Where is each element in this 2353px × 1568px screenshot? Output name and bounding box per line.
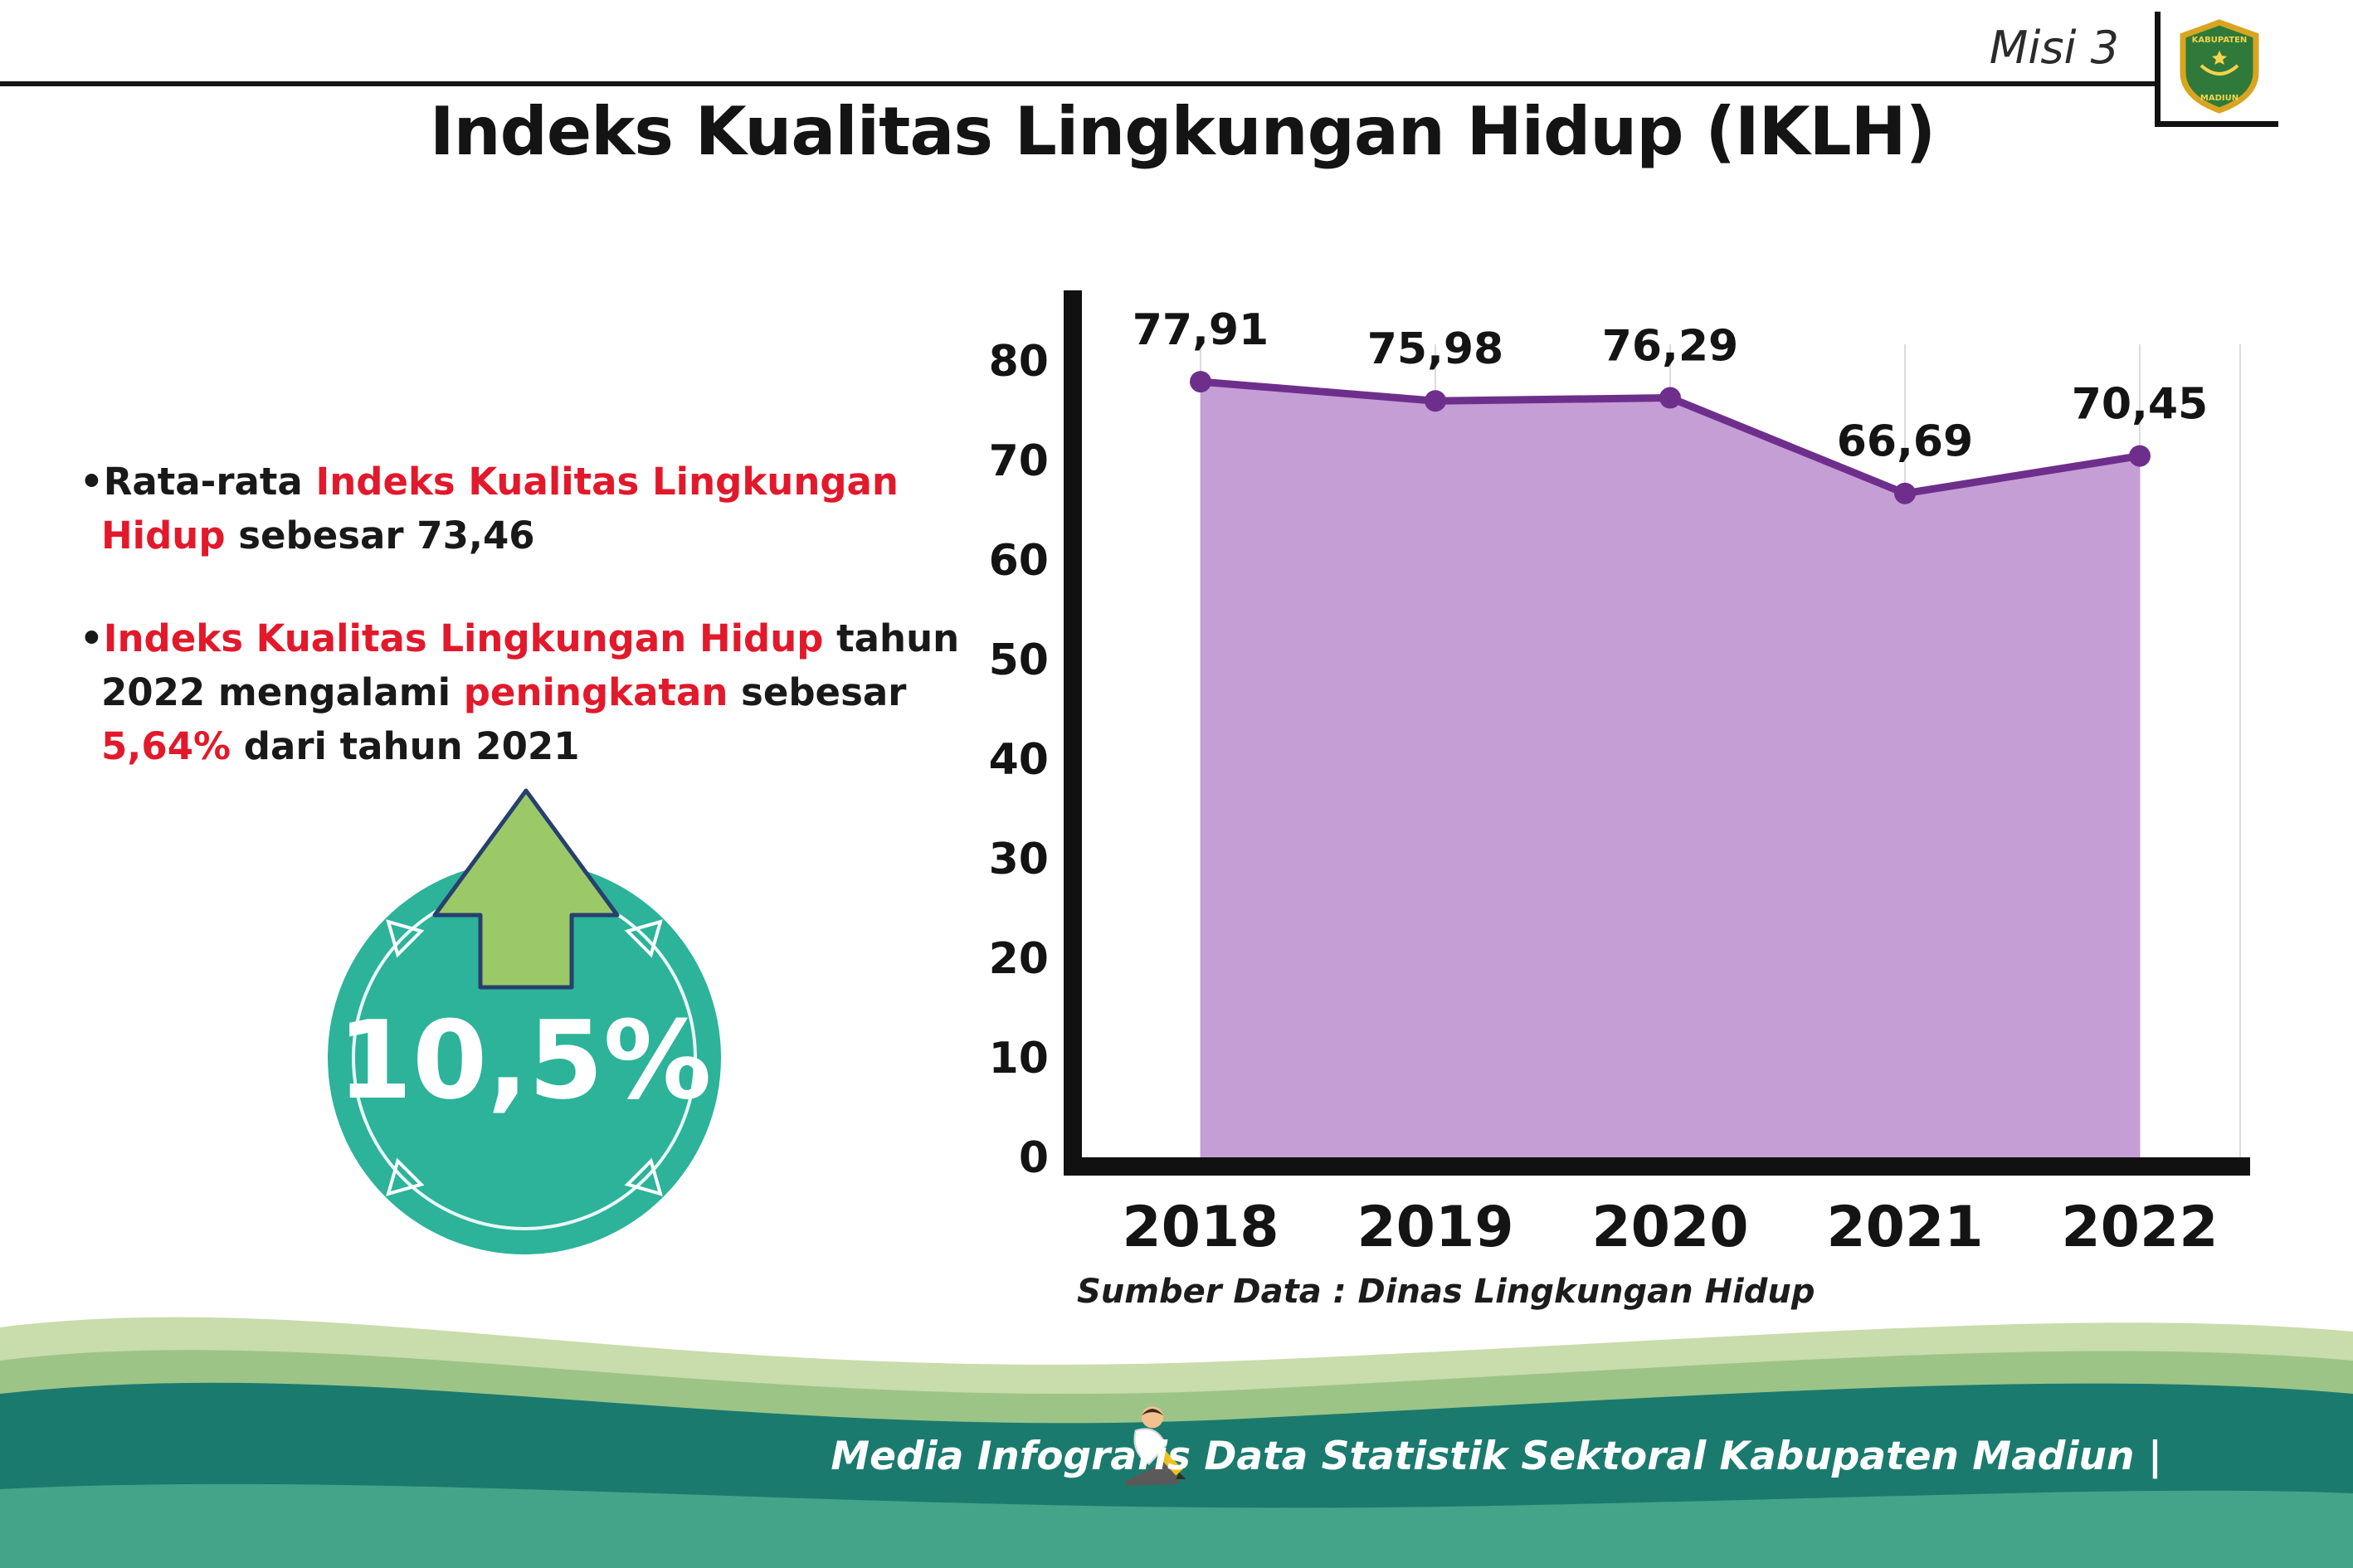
text-segment-highlight: Indeks Kualitas Lingkungan Hidup bbox=[103, 616, 824, 660]
text-segment: dari tahun 2021 bbox=[231, 724, 580, 768]
x-tick-label: 2018 bbox=[1122, 1195, 1279, 1260]
bullet-average: •Rata-rata Indeks Kualitas Lingkungan Hi… bbox=[76, 455, 981, 563]
y-axis bbox=[1064, 290, 1082, 1176]
wave-bottom bbox=[0, 1483, 2353, 1568]
x-tick-label: 2021 bbox=[1826, 1195, 1983, 1260]
y-tick-label: 20 bbox=[989, 934, 1049, 984]
crest-star-icon bbox=[2212, 51, 2227, 65]
y-tick-label: 10 bbox=[989, 1034, 1049, 1083]
crest-shield bbox=[2180, 19, 2259, 114]
mascot-body bbox=[1133, 1428, 1167, 1466]
text-segment: tahun 2022 mengalami bbox=[101, 616, 960, 714]
value-label: 66,69 bbox=[1837, 417, 1973, 467]
chart-point bbox=[1190, 371, 1211, 393]
up-arrow-icon bbox=[432, 788, 620, 990]
crest-ornament bbox=[2200, 64, 2239, 75]
x-tick-label: 2022 bbox=[2061, 1195, 2218, 1260]
mascot-icon bbox=[1125, 1406, 1186, 1486]
value-label: 76,29 bbox=[1602, 322, 1738, 372]
ring-triangle-icon bbox=[386, 1157, 425, 1196]
footer-caption: Media Infografis Data Statistik Sektoral… bbox=[831, 1434, 2162, 1479]
y-tick-label: 80 bbox=[989, 337, 1049, 387]
ring-triangle-icon bbox=[386, 919, 425, 958]
chart-area bbox=[1201, 382, 2140, 1157]
text-segment-highlight: 5,64% bbox=[101, 724, 231, 768]
y-tick-label: 50 bbox=[989, 635, 1049, 685]
chart-point bbox=[1894, 482, 1916, 504]
top-rule bbox=[0, 81, 2164, 86]
y-tick-label: 70 bbox=[989, 436, 1049, 486]
text-segment: Rata-rata bbox=[103, 460, 316, 504]
footer-waves bbox=[0, 1317, 2353, 1568]
y-tick-label: 60 bbox=[989, 536, 1049, 586]
text-segment: sebesar 73,46 bbox=[225, 514, 535, 558]
chart-point bbox=[2129, 445, 2151, 467]
text-segment-highlight: Indeks Kualitas Lingkungan Hidup bbox=[101, 460, 899, 558]
ring-triangle-icon bbox=[624, 1157, 663, 1196]
bullet-marker: • bbox=[80, 460, 104, 504]
chart-point bbox=[1659, 387, 1681, 409]
y-tick-label: 0 bbox=[1019, 1133, 1049, 1183]
bullet-increase: •Indeks Kualitas Lingkungan Hidup tahun … bbox=[76, 611, 981, 774]
text-segment-highlight: peningkatan bbox=[463, 670, 728, 714]
badge-circle bbox=[328, 861, 721, 1254]
bullet-marker: • bbox=[80, 616, 104, 660]
key-points: •Rata-rata Indeks Kualitas Lingkungan Hi… bbox=[76, 455, 981, 821]
page-title: Indeks Kualitas Lingkungan Hidup (IKLH) bbox=[429, 93, 1936, 170]
mascot-hair bbox=[1141, 1409, 1164, 1416]
chart-point bbox=[1425, 390, 1446, 412]
x-tick-label: 2019 bbox=[1357, 1195, 1513, 1260]
ring-triangle-icon bbox=[624, 919, 663, 958]
crest-icon: KABUPATEN MADIUN bbox=[2180, 19, 2259, 114]
pencil-tip bbox=[1176, 1472, 1186, 1479]
crest-bottom-text: MADIUN bbox=[2200, 94, 2239, 103]
crest-top-text: KABUPATEN bbox=[2192, 36, 2248, 45]
misi-label: Misi 3 bbox=[1989, 22, 2119, 74]
y-tick-label: 30 bbox=[989, 835, 1049, 884]
y-tick-label: 40 bbox=[989, 735, 1049, 785]
value-label: 75,98 bbox=[1367, 324, 1503, 374]
kabupaten-madiun-logo: KABUPATEN MADIUN bbox=[2155, 12, 2278, 127]
text-segment: sebesar bbox=[728, 670, 907, 714]
increase-badge: 10,5% bbox=[328, 788, 721, 1254]
badge-value: 10,5% bbox=[337, 997, 711, 1123]
mascot-base bbox=[1125, 1458, 1180, 1486]
value-label: 77,91 bbox=[1133, 305, 1269, 355]
iklh-chart: 77,91 75,98 76,29 66,69 70,45 0 10 20 30 40 50 60 70… bbox=[989, 290, 2250, 1311]
value-label: 70,45 bbox=[2072, 380, 2208, 430]
chart-source: Sumber Data : Dinas Lingkungan Hidup bbox=[1077, 1273, 1815, 1311]
x-tick-label: 2020 bbox=[1591, 1195, 1748, 1260]
x-axis bbox=[1064, 1157, 2250, 1176]
